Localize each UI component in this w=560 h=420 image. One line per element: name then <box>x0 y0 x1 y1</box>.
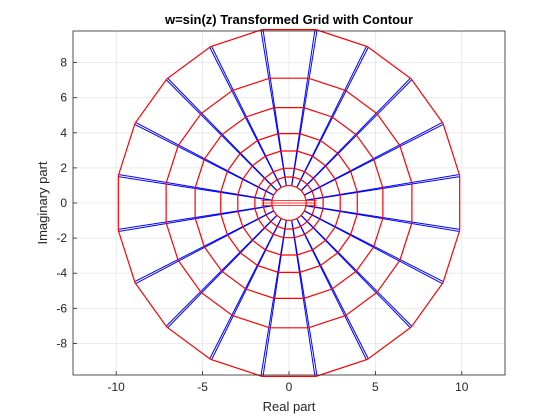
ring-contour <box>254 167 324 239</box>
y-tick-label: -4 <box>56 266 67 280</box>
y-tick-label: -2 <box>56 231 67 245</box>
x-tick-label: 5 <box>372 380 379 394</box>
y-tick-label: -6 <box>56 301 67 315</box>
ring-contour <box>165 77 413 329</box>
ticks: -10 -5 0 5 10 -8 -6 -4 -2 0 2 4 6 8 <box>56 56 468 394</box>
ring-contour <box>117 29 461 377</box>
y-tick-label: -8 <box>56 336 67 350</box>
x-axis-label: Real part <box>263 399 316 414</box>
ring-contour <box>237 150 341 256</box>
x-tick-label: -5 <box>197 380 208 394</box>
x-tick-label: 10 <box>455 380 469 394</box>
data-layer <box>117 29 461 377</box>
ring-contour <box>262 176 316 230</box>
y-tick-label: 8 <box>60 56 67 70</box>
y-tick-label: 0 <box>60 196 67 210</box>
ring-contour <box>194 107 384 299</box>
chart-title: w=sin(z) Transformed Grid with Contour <box>164 12 413 27</box>
ring-contour <box>220 133 358 273</box>
y-tick-label: 4 <box>60 126 67 140</box>
x-tick-label: -10 <box>108 380 126 394</box>
y-tick-label: 6 <box>60 91 67 105</box>
x-tick-label: 0 <box>286 380 293 394</box>
y-axis-label: Imaginary part <box>35 161 50 244</box>
y-tick-label: 2 <box>60 161 67 175</box>
